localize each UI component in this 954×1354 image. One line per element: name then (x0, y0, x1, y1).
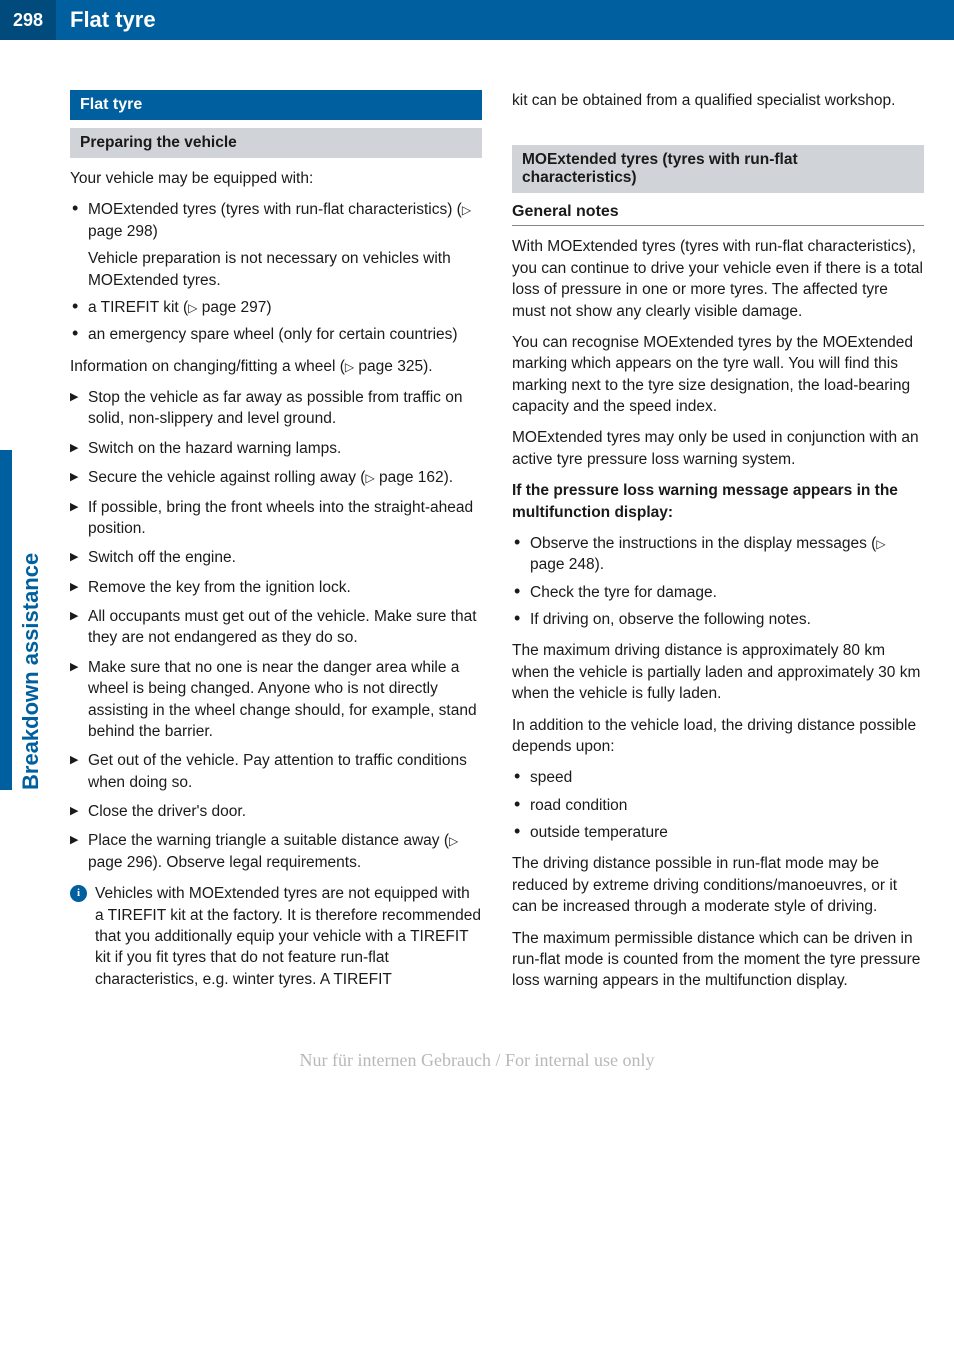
list-item: If driving on, observe the following not… (512, 609, 924, 630)
general-notes-title: General notes (512, 203, 924, 226)
depends-list: speed road condition outside temperature (512, 767, 924, 843)
info-note-text: Vehicles with MOExtended tyres are not e… (95, 883, 482, 990)
step-item: Remove the key from the ignition lock. (70, 577, 482, 598)
paragraph: The driving distance possible in run-fla… (512, 853, 924, 917)
list-item: an emergency spare wheel (only for certa… (70, 324, 482, 345)
subsection-preparing: Preparing the vehicle (70, 128, 482, 158)
list-item: outside temperature (512, 822, 924, 843)
paragraph: You can recognise MOExtended tyres by th… (512, 332, 924, 418)
pressure-loss-list: Observe the instructions in the display … (512, 533, 924, 631)
step-item: Close the driver's door. (70, 801, 482, 822)
step-item: All occupants must get out of the vehicl… (70, 606, 482, 649)
sidebar-label: Breakdown assistance (18, 553, 44, 790)
columns: Flat tyre Preparing the vehicle Your veh… (70, 90, 924, 1002)
header-bar: 298 Flat tyre (0, 0, 954, 40)
step-item: Secure the vehicle against rolling away … (70, 467, 482, 488)
page-body: Breakdown assistance Flat tyre Preparing… (0, 40, 954, 1032)
kit-continuation: kit can be obtained from a qualified spe… (512, 90, 924, 111)
footer-watermark: Nur für internen Gebrauch / For internal… (0, 1032, 954, 1081)
section-title-flat-tyre: Flat tyre (70, 90, 482, 120)
left-column: Flat tyre Preparing the vehicle Your veh… (70, 90, 482, 1002)
paragraph: MOExtended tyres may only be used in con… (512, 427, 924, 470)
step-item: Get out of the vehicle. Pay attention to… (70, 750, 482, 793)
list-item: road condition (512, 795, 924, 816)
step-item: Place the warning triangle a suitable di… (70, 830, 482, 873)
header-title: Flat tyre (56, 7, 156, 33)
info-note-row: i Vehicles with MOExtended tyres are not… (70, 883, 482, 990)
list-item: a TIREFIT kit ( page 297) (70, 297, 482, 318)
list-item: Observe the instructions in the display … (512, 533, 924, 576)
step-item: If possible, bring the front wheels into… (70, 497, 482, 540)
subsection-moextended: MOExtended tyres (tyres with run-flat ch… (512, 145, 924, 193)
steps-list: Stop the vehicle as far away as possible… (70, 387, 482, 873)
paragraph: The maximum permissible distance which c… (512, 928, 924, 992)
paragraph: The maximum driving distance is approxim… (512, 640, 924, 704)
paragraph: With MOExtended tyres (tyres with run-fl… (512, 236, 924, 322)
step-item: Switch on the hazard warning lamps. (70, 438, 482, 459)
list-item: Check the tyre for damage. (512, 582, 924, 603)
list-item: MOExtended tyres (tyres with run-flat ch… (70, 199, 482, 291)
page-number: 298 (0, 0, 56, 40)
list-item: speed (512, 767, 924, 788)
info-change-wheel: Information on changing/fitting a wheel … (70, 356, 482, 377)
sub-text: Vehicle preparation is not necessary on … (88, 248, 482, 291)
step-item: Switch off the engine. (70, 547, 482, 568)
intro-text: Your vehicle may be equipped with: (70, 168, 482, 189)
bold-heading: If the pressure loss warning message app… (512, 480, 924, 523)
equipment-list: MOExtended tyres (tyres with run-flat ch… (70, 199, 482, 345)
right-column: kit can be obtained from a qualified spe… (512, 90, 924, 1002)
step-item: Stop the vehicle as far away as possible… (70, 387, 482, 430)
sidebar-tab-bar (0, 450, 12, 790)
info-icon: i (70, 885, 87, 902)
paragraph: In addition to the vehicle load, the dri… (512, 715, 924, 758)
step-item: Make sure that no one is near the danger… (70, 657, 482, 743)
